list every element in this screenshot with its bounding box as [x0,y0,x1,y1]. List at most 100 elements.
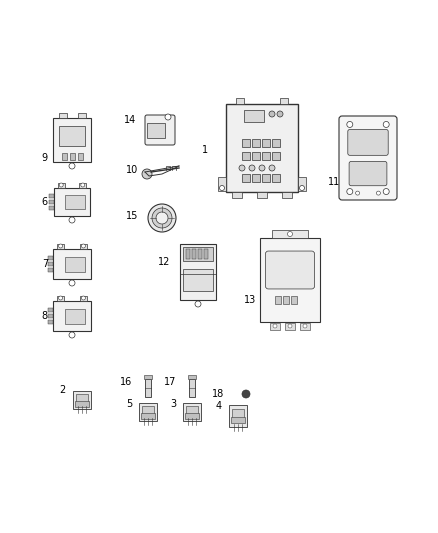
Bar [275,296,281,304]
Bar [53,118,91,162]
Bar [47,262,53,266]
Text: 13: 13 [244,295,256,305]
Bar [262,174,270,182]
Bar [80,244,87,248]
Bar [49,200,53,204]
Bar [183,269,213,290]
Bar [61,152,67,159]
Bar [49,194,53,198]
Bar [57,295,64,301]
Bar [59,112,67,117]
Bar [283,296,289,304]
Bar [141,413,155,419]
Circle shape [277,111,283,117]
Bar [78,112,85,117]
Bar [145,379,151,397]
Circle shape [81,296,85,300]
Text: 17: 17 [164,377,176,387]
Bar [186,406,198,415]
Bar [229,405,247,427]
Circle shape [69,217,75,223]
Bar [204,249,208,259]
Circle shape [69,163,75,169]
Text: 10: 10 [126,165,138,175]
Bar [262,152,270,160]
Bar [59,126,85,146]
Circle shape [69,332,75,338]
Circle shape [165,114,171,120]
Bar [257,192,267,198]
Bar [80,295,87,301]
Text: 12: 12 [158,257,170,267]
Bar [139,403,157,421]
Bar [231,417,245,423]
FancyBboxPatch shape [145,115,175,145]
Bar [272,230,308,238]
Text: 1: 1 [202,145,208,155]
Circle shape [269,111,275,117]
Bar [232,192,242,198]
Circle shape [142,169,152,179]
Text: 2: 2 [60,385,66,395]
Circle shape [303,324,307,328]
Bar [73,391,91,409]
Circle shape [195,301,201,307]
Bar [270,322,280,329]
Bar [75,401,89,407]
Bar [70,152,74,159]
Circle shape [288,324,292,328]
Bar [189,379,195,397]
Bar [272,152,280,160]
Circle shape [383,122,389,127]
Bar [291,296,297,304]
Bar [78,152,82,159]
Bar [244,110,264,122]
FancyBboxPatch shape [265,251,314,289]
Circle shape [356,191,360,195]
Circle shape [259,165,265,171]
Bar [76,393,88,402]
Bar [252,174,260,182]
Bar [242,152,250,160]
Bar [186,249,190,259]
Circle shape [287,231,293,237]
Bar [49,206,53,210]
Circle shape [273,324,277,328]
Bar [58,182,65,188]
Bar [64,309,85,324]
Bar [47,268,53,272]
Bar [298,177,306,191]
Bar [237,98,244,104]
Bar [242,174,250,182]
Circle shape [269,165,275,171]
Bar [54,188,90,216]
Bar [147,123,165,138]
Bar [180,244,216,300]
Circle shape [81,244,85,248]
Bar [47,320,53,324]
Circle shape [249,165,255,171]
Bar [185,413,199,419]
Bar [53,249,91,279]
Text: 6: 6 [42,197,48,207]
Circle shape [242,390,250,398]
Bar [252,139,260,147]
Bar [285,322,295,329]
Bar [79,182,86,188]
Bar [282,192,292,198]
Text: 7: 7 [42,259,48,269]
Bar [272,139,280,147]
Text: 14: 14 [124,115,136,125]
Text: 18: 18 [212,389,224,399]
Bar [242,139,250,147]
Circle shape [69,280,75,286]
Bar [252,152,260,160]
Bar [47,256,53,260]
Bar [183,247,213,261]
Circle shape [152,208,172,228]
Circle shape [148,204,176,232]
Circle shape [300,185,304,190]
Text: 4: 4 [216,401,222,411]
Bar [188,375,196,379]
Bar [232,408,244,419]
